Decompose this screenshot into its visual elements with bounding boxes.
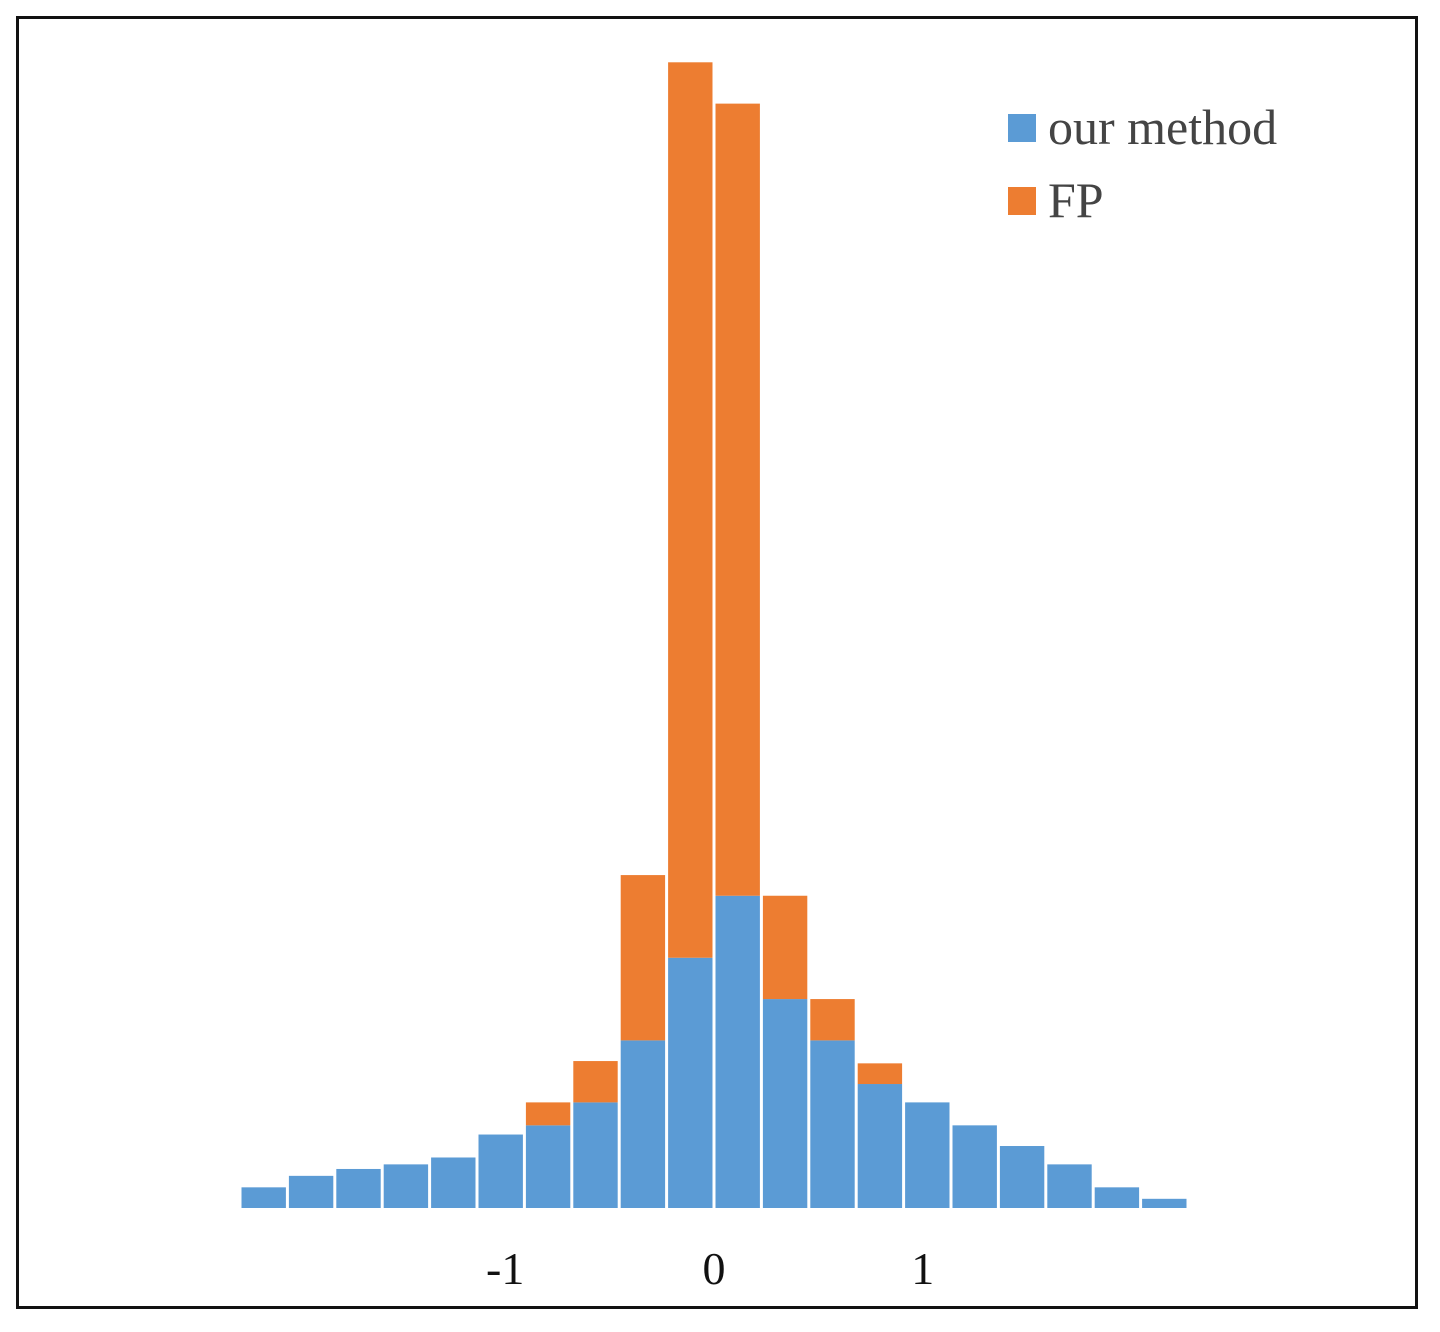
bar-fp-7 (573, 1061, 618, 1103)
bar-our-method-0 (241, 1187, 286, 1208)
bar-fp-9 (668, 62, 713, 958)
x-tick-label: 0 (703, 1243, 726, 1294)
bar-our-method-17 (1047, 1164, 1092, 1208)
legend-label-fp: FP (1048, 172, 1104, 228)
bar-fp-11 (762, 895, 808, 1000)
bar-fp-13 (857, 1063, 903, 1085)
bar-fp-6 (525, 1102, 571, 1126)
bar-our-method-15 (952, 1125, 997, 1208)
bars-group (241, 62, 1187, 1208)
bar-our-method-12 (810, 1040, 855, 1208)
bar-fp-12 (810, 999, 855, 1041)
bar-our-method-4 (431, 1157, 476, 1208)
x-tick-label: 1 (911, 1243, 934, 1294)
legend-label-our-method: our method (1048, 99, 1277, 155)
legend-swatch-our-method (1008, 114, 1036, 142)
x-tick-labels: -1 0 1 (486, 1243, 934, 1294)
bar-our-method-8 (620, 1040, 666, 1208)
bar-fp-8 (620, 875, 666, 1041)
bar-our-method-13 (857, 1084, 903, 1208)
bar-fp-10 (715, 103, 760, 896)
bar-our-method-19 (1142, 1198, 1187, 1208)
legend-swatch-fp (1008, 187, 1036, 215)
bar-our-method-1 (288, 1175, 334, 1208)
bar-our-method-6 (525, 1125, 571, 1208)
bar-our-method-9 (668, 957, 713, 1208)
bar-our-method-10 (715, 895, 760, 1208)
bar-our-method-16 (999, 1146, 1045, 1208)
bar-our-method-11 (762, 999, 808, 1208)
bar-our-method-7 (573, 1102, 618, 1208)
legend: our method FP (1008, 99, 1277, 228)
bar-our-method-14 (905, 1102, 950, 1208)
bar-our-method-18 (1094, 1187, 1140, 1208)
bar-our-method-3 (383, 1164, 429, 1208)
bar-our-method-2 (336, 1168, 381, 1208)
bar-our-method-5 (478, 1134, 523, 1208)
x-tick-label: -1 (486, 1243, 524, 1294)
